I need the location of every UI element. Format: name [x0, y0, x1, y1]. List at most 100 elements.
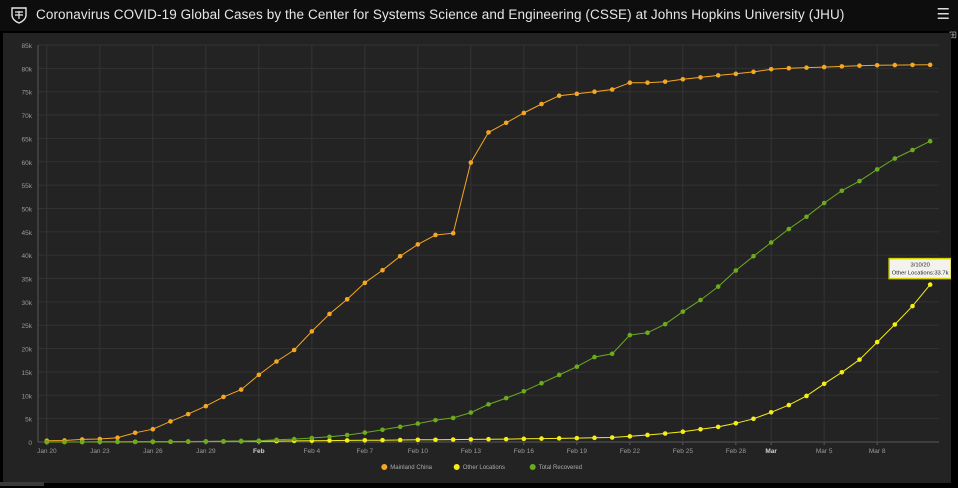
data-point[interactable] [397, 424, 403, 430]
data-point[interactable] [150, 426, 156, 432]
legend-item[interactable]: Mainland China [381, 464, 433, 471]
data-point[interactable] [362, 430, 368, 435]
data-point[interactable] [680, 309, 686, 314]
data-point[interactable] [839, 188, 845, 194]
data-point[interactable] [132, 439, 138, 445]
data-point[interactable] [821, 200, 827, 206]
data-point[interactable] [874, 63, 880, 68]
data-point[interactable] [733, 421, 739, 426]
data-point[interactable] [910, 303, 915, 309]
data-point[interactable] [397, 253, 403, 259]
data-point[interactable] [627, 80, 633, 86]
data-point[interactable] [274, 437, 279, 443]
data-point[interactable] [486, 402, 491, 407]
data-point[interactable] [344, 432, 350, 438]
data-point[interactable] [680, 76, 686, 82]
data-point[interactable] [892, 156, 898, 161]
data-point[interactable] [874, 339, 880, 345]
data-point[interactable] [857, 357, 862, 362]
data-point[interactable] [609, 435, 615, 440]
data-point[interactable] [698, 427, 703, 432]
data-point[interactable] [715, 424, 721, 430]
data-point[interactable] [839, 369, 845, 375]
data-point[interactable] [238, 438, 244, 444]
data-point[interactable] [185, 411, 191, 417]
data-point[interactable] [662, 79, 668, 84]
data-point[interactable] [433, 437, 438, 443]
data-point[interactable] [910, 62, 915, 68]
data-point[interactable] [415, 421, 421, 426]
data-point[interactable] [804, 214, 809, 220]
data-point[interactable] [733, 71, 739, 77]
data-point[interactable] [786, 65, 792, 71]
data-point[interactable] [521, 388, 527, 394]
data-point[interactable] [397, 437, 403, 443]
data-point[interactable] [450, 230, 456, 236]
data-point[interactable] [450, 437, 456, 442]
data-point[interactable] [291, 347, 297, 353]
data-point[interactable] [44, 439, 50, 445]
data-point[interactable] [150, 439, 156, 445]
data-point[interactable] [115, 435, 120, 441]
data-point[interactable] [574, 364, 580, 370]
data-point[interactable] [592, 354, 597, 360]
data-point[interactable] [574, 435, 580, 441]
data-point[interactable] [645, 330, 650, 336]
data-point[interactable] [574, 91, 580, 97]
data-point[interactable] [468, 437, 474, 442]
data-point[interactable] [768, 409, 774, 415]
data-point[interactable] [768, 66, 774, 72]
data-point[interactable] [927, 62, 933, 68]
data-point[interactable] [521, 110, 527, 116]
data-point[interactable] [910, 147, 915, 153]
data-point[interactable] [468, 410, 474, 415]
data-point[interactable] [291, 436, 297, 442]
data-point[interactable] [362, 280, 368, 286]
data-point[interactable] [751, 253, 756, 259]
data-point[interactable] [556, 93, 562, 99]
data-point[interactable] [380, 427, 385, 433]
data-point[interactable] [715, 284, 721, 289]
data-point[interactable] [821, 64, 827, 70]
data-point[interactable] [768, 240, 774, 245]
data-point[interactable] [256, 372, 262, 378]
data-point[interactable] [786, 226, 792, 232]
data-point[interactable] [344, 296, 350, 302]
data-point[interactable] [238, 387, 244, 392]
data-point[interactable] [857, 178, 862, 184]
data-point[interactable] [645, 432, 650, 438]
data-point[interactable] [927, 282, 933, 287]
data-point[interactable] [62, 439, 67, 445]
data-point[interactable] [221, 394, 226, 400]
data-point[interactable] [874, 167, 880, 172]
data-point[interactable] [521, 436, 527, 442]
data-point[interactable] [627, 434, 633, 439]
data-point[interactable] [327, 311, 332, 317]
data-point[interactable] [786, 402, 792, 408]
data-point[interactable] [662, 321, 668, 327]
data-point[interactable] [733, 268, 739, 273]
data-point[interactable] [556, 436, 562, 441]
data-point[interactable] [556, 372, 562, 378]
expand-icon[interactable]: ⊞ [948, 30, 958, 41]
data-point[interactable] [433, 232, 438, 238]
hamburger-menu-icon[interactable]: ☰ [936, 6, 950, 23]
data-point[interactable] [751, 416, 756, 422]
data-point[interactable] [503, 395, 509, 401]
data-point[interactable] [97, 439, 103, 445]
data-point[interactable] [539, 380, 544, 386]
data-point[interactable] [274, 359, 279, 364]
data-point[interactable] [486, 130, 491, 135]
data-point[interactable] [327, 434, 332, 440]
data-point[interactable] [468, 160, 474, 165]
data-point[interactable] [203, 439, 209, 444]
data-point[interactable] [698, 75, 703, 80]
legend-item[interactable]: Other Locations [453, 464, 505, 471]
data-point[interactable] [609, 351, 615, 357]
data-point[interactable] [503, 120, 509, 126]
data-point[interactable] [821, 381, 827, 387]
data-point[interactable] [751, 69, 756, 75]
data-point[interactable] [627, 332, 633, 338]
data-point[interactable] [662, 431, 668, 436]
data-point[interactable] [203, 403, 209, 409]
